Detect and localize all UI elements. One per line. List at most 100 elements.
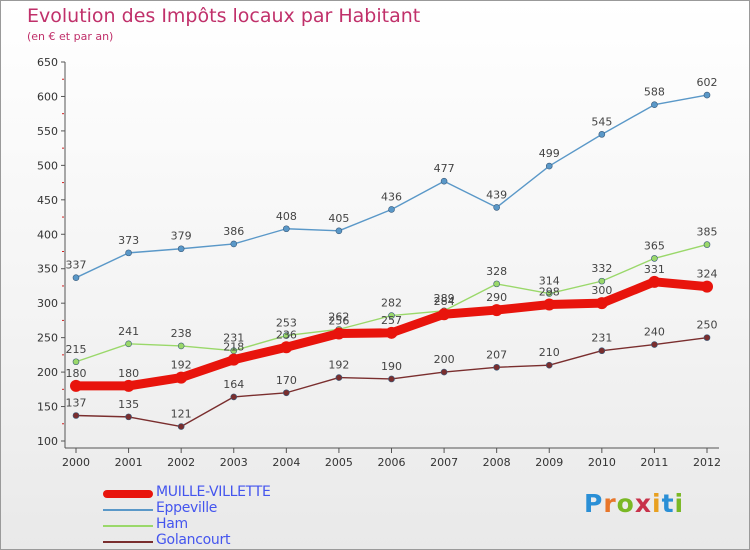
data-label-muille-villette: 236 <box>276 328 297 341</box>
data-label-eppeville: 588 <box>644 86 665 99</box>
data-label-eppeville: 337 <box>66 259 87 272</box>
data-point-ham <box>125 340 132 348</box>
data-point-muille-villette <box>175 371 188 384</box>
x-tick-label: 2000 <box>62 456 90 469</box>
data-label-eppeville: 602 <box>697 76 718 89</box>
chart-subtitle: (en € et par an) <box>27 30 114 43</box>
x-tick-label: 2009 <box>535 456 563 469</box>
data-point-muille-villette <box>595 297 608 310</box>
data-label-muille-villette: 300 <box>591 284 612 297</box>
data-label-golancourt: 135 <box>118 398 139 411</box>
x-tick-label: 2001 <box>115 456 143 469</box>
data-label-ham: 238 <box>171 327 192 340</box>
data-label-muille-villette: 257 <box>381 314 402 327</box>
data-point-ham <box>283 332 290 339</box>
y-tick-label: 450 <box>37 194 58 207</box>
data-point-ham <box>651 255 658 262</box>
data-point-muille-villette <box>122 379 135 392</box>
data-label-golancourt: 192 <box>328 359 349 372</box>
data-point-golancourt <box>440 368 448 376</box>
data-point-muille-villette <box>385 326 398 339</box>
data-point-muille-villette <box>701 280 713 293</box>
x-tick-label: 2012 <box>693 456 721 469</box>
data-point-ham <box>545 290 553 297</box>
data-label-eppeville: 379 <box>171 230 192 243</box>
data-point-muille-villette <box>227 353 240 366</box>
data-label-golancourt: 137 <box>66 397 87 410</box>
y-tick-label: 300 <box>37 297 58 310</box>
data-point-golancourt <box>651 341 658 348</box>
data-point-eppeville <box>493 204 500 211</box>
data-point-golancourt <box>598 347 606 355</box>
chart-title: Evolution des Impôts locaux par Habitant <box>27 5 421 27</box>
data-point-eppeville <box>651 101 658 109</box>
data-label-eppeville: 439 <box>486 188 507 201</box>
legend-label-ham: Ham <box>156 516 188 532</box>
y-tick-label: 500 <box>37 159 58 172</box>
y-tick-label: 150 <box>37 401 58 414</box>
legend-swatch-eppeville <box>103 509 153 511</box>
data-label-ham: 289 <box>434 292 455 305</box>
data-label-muille-villette: 290 <box>486 291 507 304</box>
data-point-eppeville <box>125 249 132 257</box>
data-point-eppeville <box>598 131 606 138</box>
data-label-golancourt: 210 <box>539 346 560 359</box>
logo-letter: r <box>603 489 617 518</box>
data-label-golancourt: 200 <box>434 353 455 366</box>
data-point-golancourt <box>125 413 132 421</box>
logo-letter: o <box>616 489 635 518</box>
data-label-eppeville: 477 <box>434 162 455 175</box>
data-label-golancourt: 240 <box>644 326 665 339</box>
data-point-eppeville <box>388 206 395 213</box>
data-point-muille-villette <box>490 304 503 317</box>
data-point-muille-villette <box>438 308 451 321</box>
data-point-ham <box>493 280 500 288</box>
legend-swatch-golancourt <box>103 541 153 543</box>
data-label-eppeville: 373 <box>118 234 139 247</box>
data-label-muille-villette: 256 <box>328 315 349 328</box>
logo-letter: t <box>661 489 675 518</box>
legend-label-eppeville: Eppeville <box>156 500 218 516</box>
x-tick-label: 2010 <box>588 456 616 469</box>
data-label-ham: 253 <box>276 317 297 330</box>
data-point-ham <box>703 241 711 248</box>
data-label-muille-villette: 331 <box>644 263 665 276</box>
data-label-eppeville: 405 <box>328 212 349 225</box>
data-label-golancourt: 250 <box>697 319 718 332</box>
logo-letter: x <box>634 489 652 518</box>
data-point-golancourt <box>703 334 711 341</box>
data-label-ham: 282 <box>381 297 402 310</box>
data-point-golancourt <box>230 393 238 401</box>
data-label-ham: 241 <box>118 325 139 338</box>
y-tick-label: 600 <box>37 90 58 103</box>
data-point-golancourt <box>545 361 553 369</box>
data-point-eppeville <box>545 162 553 170</box>
data-point-muille-villette <box>70 379 82 392</box>
data-label-ham: 365 <box>644 239 665 252</box>
logo-letter: P <box>584 489 604 518</box>
y-tick-label: 350 <box>37 263 58 276</box>
legend-label-muille-villette: MUILLE-VILLETTE <box>156 484 271 500</box>
data-point-golancourt <box>493 363 500 371</box>
data-label-muille-villette: 180 <box>66 367 87 380</box>
y-tick-label: 400 <box>37 228 58 241</box>
data-point-muille-villette <box>332 327 345 340</box>
data-point-muille-villette <box>543 298 556 311</box>
data-label-eppeville: 408 <box>276 210 297 223</box>
data-point-golancourt <box>177 423 185 430</box>
series-line-eppeville <box>75 94 708 279</box>
data-point-eppeville <box>72 274 80 281</box>
logo-letter: i <box>652 489 662 518</box>
data-point-muille-villette <box>648 275 661 288</box>
legend-label-golancourt: Golancourt <box>156 532 231 548</box>
data-label-ham: 385 <box>697 226 718 239</box>
data-label-golancourt: 164 <box>223 378 244 391</box>
data-label-golancourt: 207 <box>486 348 507 361</box>
x-tick-label: 2002 <box>167 456 195 469</box>
data-point-eppeville <box>440 177 448 185</box>
y-tick-label: 650 <box>37 56 58 69</box>
data-label-ham: 332 <box>591 262 612 275</box>
data-point-ham <box>388 312 395 319</box>
x-tick-label: 2011 <box>640 456 668 469</box>
